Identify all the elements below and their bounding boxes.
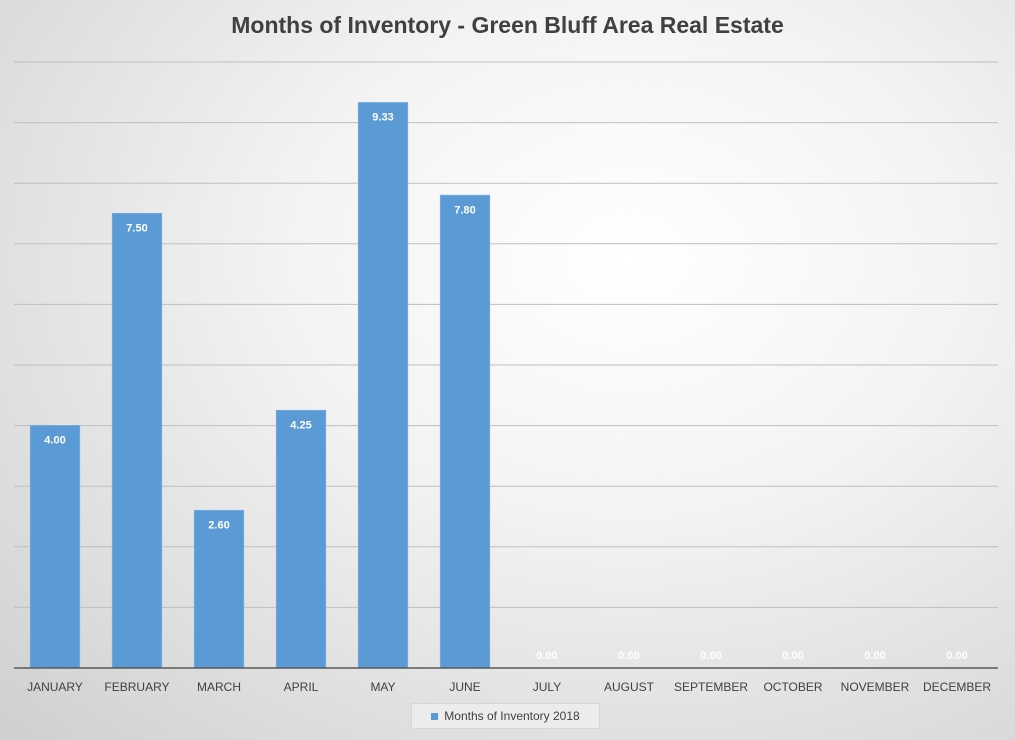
bar-june [439,194,491,669]
x-tick-label: MARCH [197,680,241,694]
x-tick-label: FEBRUARY [104,680,169,694]
legend: Months of Inventory 2018 [411,703,600,729]
data-label: 9.33 [372,112,393,124]
x-tick-label: MAY [370,680,395,694]
bar-may [357,102,409,669]
x-tick-label: JANUARY [27,680,83,694]
x-tick-label: DECEMBER [923,680,991,694]
data-label: 0.00 [618,650,639,662]
legend-swatch [431,712,439,720]
x-tick-label: OCTOBER [763,680,822,694]
x-tick-label: SEPTEMBER [674,680,748,694]
chart-title: Months of Inventory - Green Bluff Area R… [231,12,784,38]
data-label: 2.60 [208,519,229,531]
x-tick-label: JULY [533,680,561,694]
data-label: 7.80 [454,204,475,216]
data-label: 4.25 [290,419,311,431]
data-label: 0.00 [700,650,721,662]
bar-february [111,213,163,669]
bar-april [275,409,327,669]
bar-january [29,425,81,669]
data-label: 4.00 [44,435,65,447]
x-tick-label: NOVEMBER [841,680,910,694]
data-label: 7.50 [126,223,147,235]
data-label: 0.00 [864,650,885,662]
legend-label: Months of Inventory 2018 [444,709,580,723]
data-label: 0.00 [782,650,803,662]
x-tick-label: JUNE [449,680,480,694]
bar-march [193,509,245,669]
x-tick-label: AUGUST [604,680,655,694]
data-label: 0.00 [946,650,967,662]
data-label: 0.00 [536,650,557,662]
x-tick-label: APRIL [284,680,319,694]
